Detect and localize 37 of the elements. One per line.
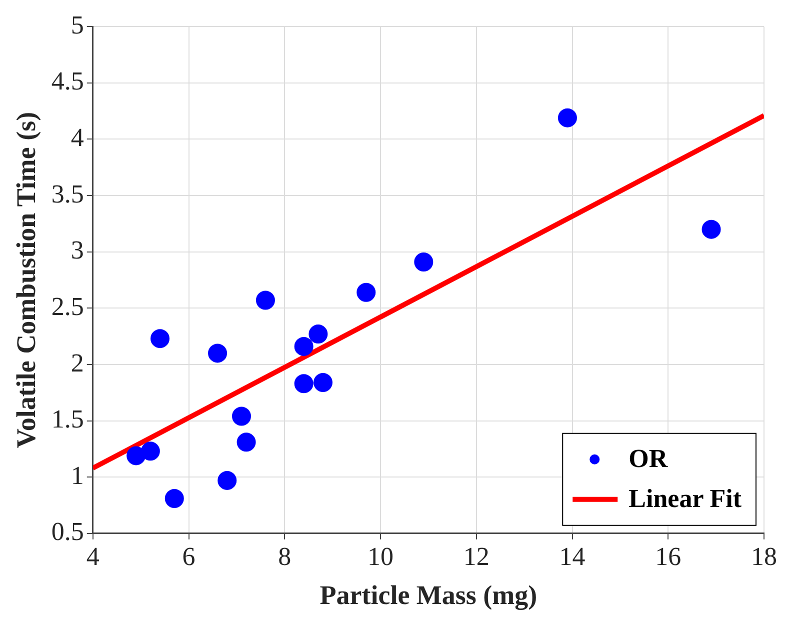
point	[294, 374, 314, 394]
legend-label: Linear Fit	[628, 484, 742, 514]
point	[558, 108, 577, 128]
y-tick-label: 5	[70, 10, 84, 40]
point	[308, 324, 328, 344]
x-tick-label: 16	[655, 542, 682, 571]
y-axis-title: Volatile Combustion Time (s)	[11, 112, 42, 448]
x-tick-label: 12	[463, 542, 490, 571]
y-tick-label: 4.5	[51, 66, 84, 96]
legend-label: OR	[628, 444, 668, 474]
point	[218, 470, 237, 490]
point	[150, 329, 170, 348]
y-tick-label: 2	[70, 348, 84, 378]
x-tick-label: 10	[368, 542, 394, 571]
point	[256, 290, 275, 310]
y-tick-label: 1	[70, 460, 84, 490]
x-tick-label: 18	[751, 542, 777, 571]
y-tick-label: 3.5	[51, 179, 84, 208]
x-tick-label: 14	[559, 542, 586, 571]
point	[232, 406, 251, 426]
y-tick-label: 0.5	[51, 517, 84, 546]
y-tick-label: 1.5	[51, 404, 84, 434]
point	[140, 442, 160, 461]
point	[294, 336, 314, 356]
point	[208, 344, 228, 363]
y-tick-label: 2.5	[51, 292, 84, 321]
point	[356, 282, 376, 302]
x-tick-label: 6	[182, 542, 196, 571]
x-tick-label: 8	[278, 542, 292, 571]
y-tick-label: 4	[70, 123, 84, 152]
point	[313, 372, 332, 392]
point	[414, 252, 434, 272]
point	[702, 220, 721, 239]
x-axis-title: Particle Mass (mg)	[320, 580, 538, 610]
y-tick-label: 3	[70, 236, 84, 265]
point	[164, 488, 184, 508]
point	[236, 432, 256, 452]
